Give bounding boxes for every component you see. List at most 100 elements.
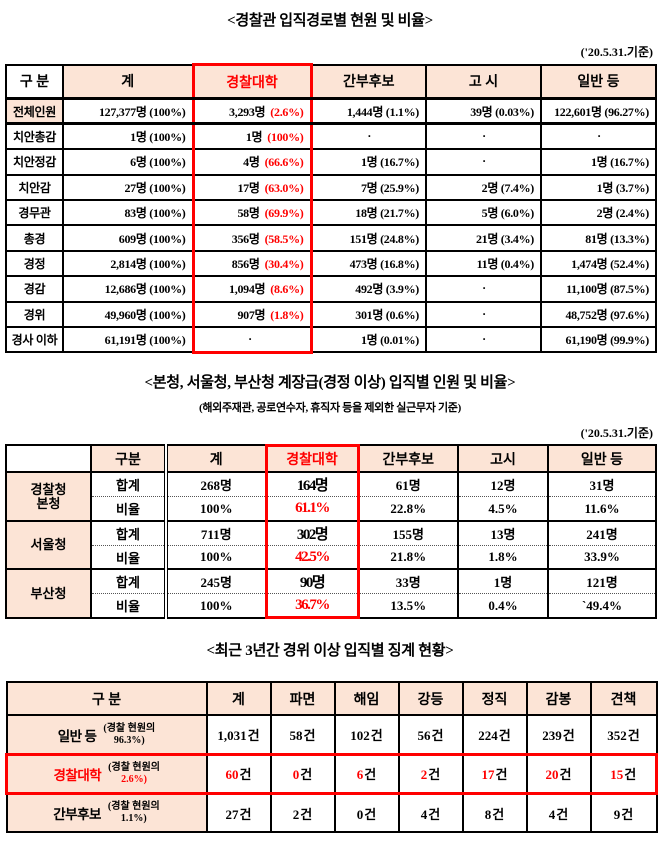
police-univ-cell: 302명 — [264, 519, 360, 546]
general-cell: 122,601명 (96.27%) — [540, 97, 657, 126]
exam-cell: · — [425, 300, 542, 329]
col-header-police-univ: 경찰대학 — [191, 63, 313, 100]
col-header-cadet: 간부후보 — [357, 445, 459, 474]
general-cell: 241명 — [547, 519, 657, 546]
count-cell: 8건 — [461, 792, 528, 834]
row-type-label: 합계 — [90, 471, 167, 497]
table-row: 경정 2,814명 (100%) 856명 (30.4%) 473명 (16.8%… — [5, 249, 657, 278]
total-cell: 61,191명 (100%) — [62, 326, 194, 354]
police-univ-cell: 907명 (1.8%) — [191, 300, 313, 329]
police-univ-cell: · — [191, 326, 313, 354]
count-cell: 352건 — [589, 714, 658, 756]
general-cell: 2명 (2.4%) — [540, 199, 657, 227]
col-header-cadet: 간부후보 — [310, 63, 427, 100]
total-cell: 609명 (100%) — [62, 224, 194, 252]
count-cell: 224건 — [461, 714, 528, 756]
row-type-label: 합계 — [90, 519, 167, 546]
col-header-dismissal: 파면 — [269, 681, 336, 717]
total-cell: 100% — [164, 593, 267, 618]
col-header-pay-cut: 감봉 — [525, 681, 592, 717]
exam-cell: · — [425, 122, 542, 151]
general-cell: 81명 (13.3%) — [540, 224, 657, 252]
rank-label: 총경 — [5, 224, 64, 252]
table-row: 경사 이하 61,191명 (100%) · 1명 (0.01%) · 61,1… — [5, 326, 657, 354]
table-row: 비율 100% 36.7% 13.5% 0.4% `49.4% — [6, 593, 657, 620]
count-cell: 1,031건 — [205, 714, 272, 756]
agency-label: 서울청 — [5, 519, 92, 570]
exam-cell: 21명 (3.4%) — [425, 224, 542, 252]
general-cell: · — [540, 122, 657, 151]
cadet-cell: 21.8% — [357, 544, 459, 570]
total-cell: 2,814명 (100%) — [62, 249, 194, 278]
cadet-cell: 61명 — [357, 471, 459, 497]
exam-cell: 1.8% — [457, 544, 549, 570]
table-row-police-univ: 경찰대학 (경찰 현원의 2.6%) 60건 0건 6건 2건 17건 20건 15… — [5, 752, 658, 795]
cadet-cell: 301명 (0.6%) — [310, 300, 427, 329]
total-cell: 27명 (100%) — [62, 173, 194, 202]
group-label: 일반 등 (경찰 현원의 96.3%) — [5, 714, 208, 756]
cadet-cell: 473명 (16.8%) — [310, 249, 427, 278]
police-univ-cell: 61.1% — [264, 496, 360, 521]
police-univ-cell: 17명 (63.0%) — [191, 173, 313, 202]
cadet-cell: 1명 (16.7%) — [310, 148, 427, 176]
count-cell: 2건 — [397, 752, 464, 795]
table-row: 경무관 83명 (100%) 58명 (69.9%) 18명 (21.7%) 5명… — [5, 199, 657, 227]
rank-label: 치안정감 — [5, 148, 64, 176]
section2-title: <본청, 서울청, 부산청 계장급(경정 이상) 입직별 인원 및 비율> — [144, 374, 516, 391]
cadet-cell: 492명 (3.9%) — [310, 275, 427, 303]
police-univ-cell: 356명 (58.5%) — [191, 224, 313, 252]
total-cell: 6명 (100%) — [62, 148, 194, 176]
general-cell: 1,474명 (52.4%) — [540, 249, 657, 278]
police-univ-cell: 164명 — [264, 471, 360, 497]
table-row: 경감 12,686명 (100%) 1,094명 (8.6%) 492명 (3.9… — [5, 275, 657, 303]
police-univ-cell: 58명 (69.9%) — [191, 199, 313, 227]
rank-label: 경위 — [5, 300, 64, 329]
col-header-category: 구 분 — [5, 63, 64, 100]
agency-label: 부산청 — [5, 568, 92, 618]
col-header-exam: 고시 — [457, 445, 549, 474]
table-row: 비율 100% 61.1% 22.8% 4.5% 11.6% — [6, 496, 657, 521]
rank-label: 경감 — [5, 275, 64, 303]
group-label: 간부후보 (경찰 현원의 1.1%) — [5, 792, 208, 834]
col-header-total: 계 — [62, 63, 194, 100]
discipline-table: 구 분 계 파면 해임 강등 정직 감봉 견책 일반 등 (경찰 현원의 96.3%… — [5, 681, 658, 834]
cadet-cell: 7명 (25.9%) — [310, 173, 427, 202]
group-label: 경찰대학 (경찰 현원의 2.6%) — [5, 752, 208, 795]
total-cell: 12,686명 (100%) — [62, 275, 194, 303]
row-type-label: 비율 — [90, 593, 167, 618]
col-header-category: 구분 — [90, 445, 167, 474]
exam-cell: 4.5% — [457, 496, 549, 521]
total-cell: 711명 — [164, 519, 267, 546]
count-cell: 102건 — [333, 714, 400, 756]
general-cell: 1명 (16.7%) — [540, 148, 657, 176]
table-row: 서울청 합계 711명 302명 155명 13명 241명 — [5, 519, 657, 570]
cadet-cell: 22.8% — [357, 496, 459, 521]
section2-date-note: ('20.5.31.기준) — [580, 425, 653, 440]
exam-cell: · — [425, 148, 542, 176]
police-univ-cell: 3,293명 (2.6%) — [191, 97, 313, 126]
police-univ-cell: 36.7% — [264, 593, 360, 620]
total-cell: 83명 (100%) — [62, 199, 194, 227]
table-header-row: 구 분 계 파면 해임 강등 정직 감봉 견책 — [5, 681, 658, 717]
general-cell: 11.6% — [547, 496, 657, 521]
general-cell: 11,100명 (87.5%) — [540, 275, 657, 303]
count-cell: 20건 — [525, 752, 592, 795]
cadet-cell: · — [310, 122, 427, 151]
count-cell: 239건 — [525, 714, 592, 756]
cadet-cell: 33명 — [357, 568, 459, 594]
col-header-suspension: 정직 — [461, 681, 528, 717]
count-cell: 4건 — [397, 792, 464, 834]
cadet-cell: 18명 (21.7%) — [310, 199, 427, 227]
count-cell: 15건 — [589, 752, 658, 795]
exam-cell: · — [425, 275, 542, 303]
general-cell: 31명 — [547, 471, 657, 497]
row-type-label: 비율 — [90, 496, 167, 521]
col-header-total: 계 — [164, 445, 267, 474]
table-row: 간부후보 (경찰 현원의 1.1%) 27건 2건 0건 4건 8건 4건 9건 — [5, 792, 658, 834]
total-cell: 100% — [164, 544, 267, 570]
police-univ-cell: 1명 (100%) — [191, 122, 313, 151]
table-header-row: 구분 계 경찰대학 간부후보 고시 일반 등 — [5, 443, 657, 474]
col-header-reprimand: 견책 — [589, 681, 658, 717]
count-cell: 60건 — [205, 752, 272, 795]
